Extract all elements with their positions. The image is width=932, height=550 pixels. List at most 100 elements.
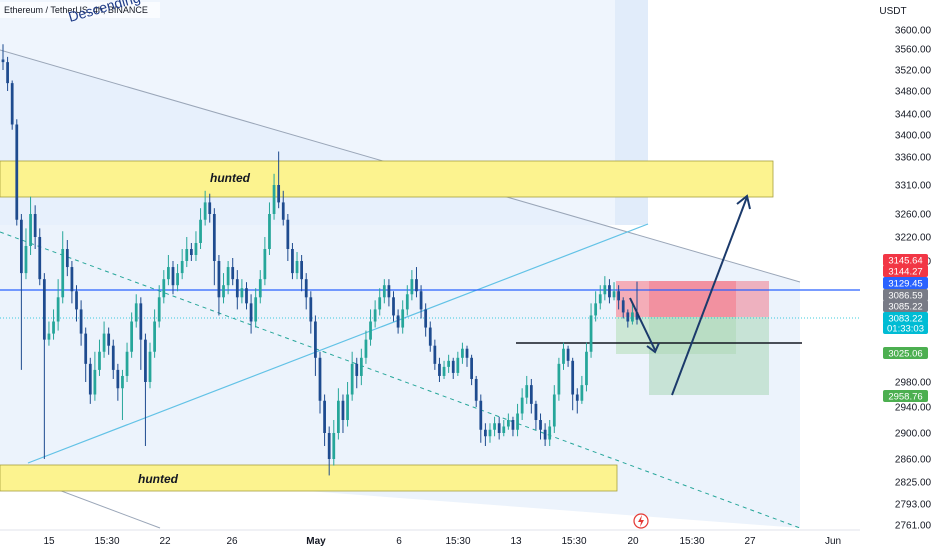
candle-body xyxy=(162,279,166,298)
candle-body xyxy=(208,202,212,214)
candle-body xyxy=(626,312,630,322)
time-tick-label: 6 xyxy=(396,536,402,547)
price-badge xyxy=(883,277,928,289)
price-badge xyxy=(883,390,928,402)
price-tick-label: 3560.00 xyxy=(895,45,932,56)
candle-body xyxy=(125,351,129,376)
time-tick-label: May xyxy=(306,536,326,547)
candle-body xyxy=(144,339,147,382)
candle-body xyxy=(447,360,451,367)
candle-body xyxy=(217,261,221,298)
hunted-zone-bottom xyxy=(0,464,618,492)
candle-body xyxy=(139,303,143,340)
price-badge-label: 3085.22 xyxy=(888,302,922,313)
candle-body xyxy=(617,291,621,301)
candle-body xyxy=(38,237,42,280)
candle-body xyxy=(102,333,106,352)
candle-body xyxy=(15,124,19,220)
candle-body xyxy=(24,246,28,274)
time-tick-label: 20 xyxy=(627,536,639,547)
candle-body xyxy=(424,309,428,328)
candle-body xyxy=(456,357,460,373)
price-badge-label: 01:33:03 xyxy=(887,324,924,335)
candle-body xyxy=(199,219,202,243)
candle-body xyxy=(107,333,111,346)
price-badge-label: 2958.76 xyxy=(888,392,922,403)
candle-body xyxy=(382,285,386,298)
candle-body xyxy=(167,267,170,280)
candle-body xyxy=(75,291,78,310)
candle-body xyxy=(405,294,409,310)
candle-body xyxy=(497,423,501,433)
candle-body xyxy=(6,62,9,84)
candle-body xyxy=(474,378,478,401)
candle-body xyxy=(157,297,161,322)
candle-body xyxy=(419,291,423,310)
candle-body xyxy=(268,214,271,249)
price-tick-label: 3600.00 xyxy=(895,26,932,37)
price-tick-label: 3440.00 xyxy=(895,110,932,121)
candle-body xyxy=(42,279,46,340)
candle-body xyxy=(130,321,134,352)
up-arrow xyxy=(671,194,751,396)
candle-body xyxy=(506,420,510,427)
candle-body xyxy=(341,400,345,420)
rising-trendline xyxy=(27,223,649,464)
candle-body xyxy=(332,433,336,459)
time-tick-label: 15:30 xyxy=(94,536,119,547)
candle-body xyxy=(539,420,542,430)
candle-body xyxy=(231,267,235,280)
lightning-icon[interactable] xyxy=(633,513,649,529)
candle-body xyxy=(612,291,616,298)
price-badge-label: 3129.45 xyxy=(888,279,922,290)
price-badge-label: 3145.64 xyxy=(888,256,922,267)
price-tick-label: 3310.00 xyxy=(895,181,932,192)
candle-body xyxy=(410,279,414,295)
candle-body xyxy=(185,249,189,261)
price-badges: 3145.643144.273129.453086.593085.223083.… xyxy=(883,254,928,403)
candle-body xyxy=(327,433,331,459)
candle-body xyxy=(373,309,377,322)
hunted-zone-top xyxy=(0,160,774,198)
candle-body xyxy=(121,375,124,389)
candle-body xyxy=(1,59,5,63)
candle-body xyxy=(203,202,207,220)
price-tick-label: 2980.00 xyxy=(895,378,932,389)
candle-body xyxy=(263,249,267,280)
time-tick-label: 22 xyxy=(159,536,171,547)
price-tick-label: 3400.00 xyxy=(895,131,932,142)
candle-body xyxy=(451,360,455,373)
candle-body xyxy=(378,297,382,310)
candle-body xyxy=(603,285,607,295)
candle-body xyxy=(33,214,37,237)
candle-body xyxy=(98,351,101,370)
candle-body xyxy=(222,285,225,298)
candle-body xyxy=(19,219,23,274)
candle-body xyxy=(84,333,88,364)
symbol-title: Ethereum / TetherUS, 4h, BINANCE xyxy=(4,5,148,15)
price-badge-label: 3086.59 xyxy=(888,291,922,302)
price-badge xyxy=(883,312,928,324)
candle-body xyxy=(580,385,584,401)
candle-body xyxy=(111,345,115,370)
candle-body xyxy=(226,267,230,286)
price-tick-label: 2940.00 xyxy=(895,403,932,414)
price-tick-label: 2860.00 xyxy=(895,455,932,466)
price-tick-label: 2900.00 xyxy=(895,429,932,440)
candle-body xyxy=(336,400,340,433)
candle-body xyxy=(392,297,395,316)
candle-body xyxy=(212,214,216,261)
candle-body xyxy=(359,357,363,376)
candle-body xyxy=(61,249,65,298)
hunted-zone-top-label: hunted xyxy=(210,171,251,185)
candle-body xyxy=(65,249,69,268)
time-tick-label: Jun xyxy=(825,536,841,547)
price-badge-label: 3144.27 xyxy=(888,267,922,278)
candle-body xyxy=(355,363,359,376)
candle-body xyxy=(396,315,400,328)
candle-body xyxy=(529,385,533,404)
candle-body xyxy=(10,83,14,125)
candle-body xyxy=(304,279,308,298)
candle-body xyxy=(562,348,565,364)
